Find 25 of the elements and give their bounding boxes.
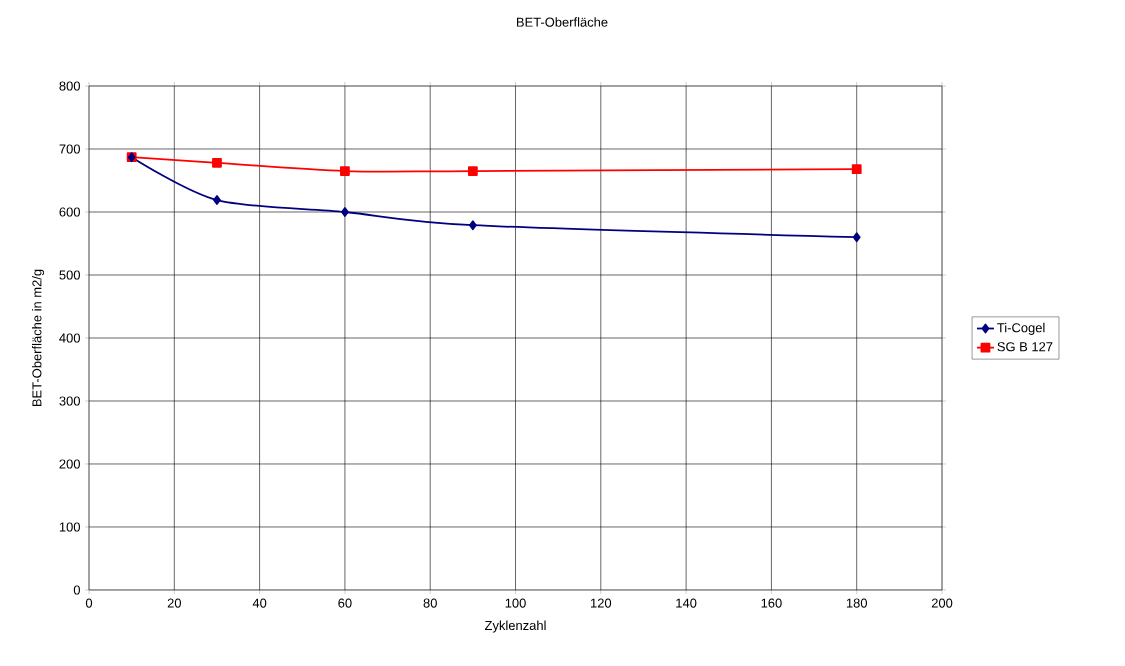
- x-axis-title: Zyklenzahl: [484, 620, 546, 633]
- y-tick-label: 700: [59, 144, 80, 154]
- x-tick-label: 140: [676, 598, 697, 608]
- x-tick-label: 0: [85, 598, 93, 608]
- y-tick-label: 800: [59, 81, 80, 91]
- x-tick-label: 80: [423, 598, 437, 608]
- y-tick-label: 600: [59, 207, 80, 217]
- y-tick-label: 200: [59, 459, 80, 469]
- x-tick-label: 100: [505, 598, 526, 608]
- y-tick-label: 400: [59, 333, 80, 343]
- x-tick-label: 120: [590, 598, 612, 608]
- x-tick-label: 180: [846, 598, 868, 608]
- y-tick-label: 100: [59, 522, 80, 532]
- y-axis-title: BET-Oberfläche in m2/g: [31, 269, 45, 407]
- x-tick-label: 20: [167, 598, 182, 608]
- x-tick-label: 160: [761, 598, 782, 608]
- x-tick-label: 200: [931, 598, 953, 608]
- y-tick-label: 0: [73, 585, 80, 595]
- y-tick-label: 500: [59, 270, 80, 280]
- x-tick-label: 60: [338, 598, 352, 608]
- y-tick-label: 300: [59, 396, 80, 406]
- legend-label: SG B 127: [997, 342, 1053, 352]
- chart-title: BET-Oberfläche: [517, 17, 608, 27]
- legend-label: Ti-Cogel: [997, 322, 1045, 335]
- x-tick-label: 40: [252, 598, 267, 608]
